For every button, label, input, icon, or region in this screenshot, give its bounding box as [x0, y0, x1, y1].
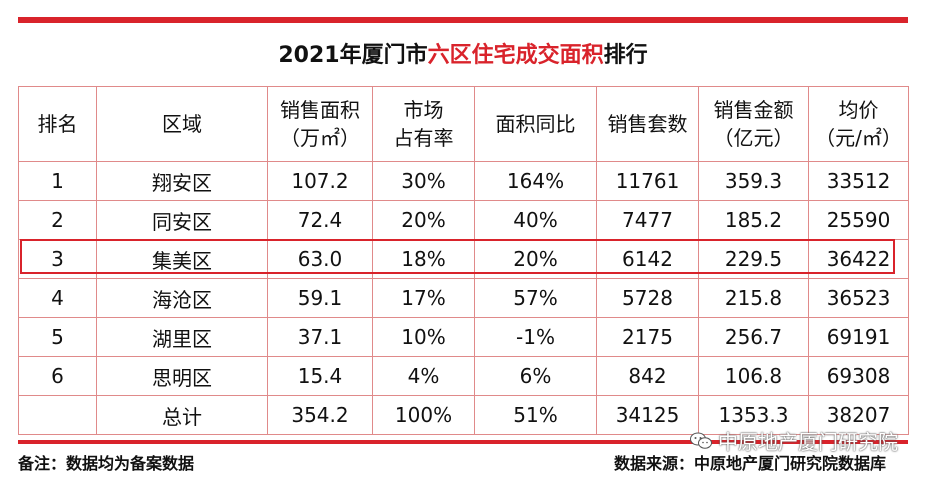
footer-source: 数据来源：中原地产厦门研究院数据库	[613, 454, 886, 473]
table-cell: 215.8	[698, 278, 809, 318]
table-cell: 3	[18, 239, 97, 279]
table-cell: 33512	[808, 161, 909, 201]
table-cell: 5	[18, 317, 97, 357]
table-cell: 37.1	[267, 317, 373, 357]
table-cell: 185.2	[698, 200, 809, 240]
table-cell: 2	[18, 200, 97, 240]
column-header-line: 均价	[838, 98, 879, 122]
column-header-line: 占有率	[393, 126, 454, 150]
wechat-watermark: 中原地产厦门研究院	[690, 426, 898, 455]
table-cell: -1%	[474, 317, 597, 357]
table-cell: 海沧区	[96, 278, 268, 318]
column-header-line: 面积同比	[495, 112, 576, 136]
title-highlight: 六区住宅成交面积	[427, 43, 604, 68]
table-cell: 总计	[96, 395, 268, 435]
table-cell: 4	[18, 278, 97, 318]
table-cell: 69191	[808, 317, 909, 357]
table-cell: 6142	[596, 239, 699, 279]
column-header-line: 销售套数	[607, 112, 688, 136]
table-cell: 11761	[596, 161, 699, 201]
table-cell: 69308	[808, 356, 909, 396]
table-cell: 57%	[474, 278, 597, 318]
table-cell: 51%	[474, 395, 597, 435]
table-cell: 同安区	[96, 200, 268, 240]
table-cell: 4%	[372, 356, 475, 396]
table-cell: 6%	[474, 356, 597, 396]
table-title: 2021年厦门市六区住宅成交面积排行	[18, 36, 908, 76]
table-cell: 思明区	[96, 356, 268, 396]
table-cell: 15.4	[267, 356, 373, 396]
table-cell: 30%	[372, 161, 475, 201]
table-cell: 106.8	[698, 356, 809, 396]
footer-note: 备注：数据均为备案数据	[18, 454, 195, 473]
table-cell: 1	[18, 161, 97, 201]
table-cell: 63.0	[267, 239, 373, 279]
top-red-bar	[18, 17, 908, 23]
table-cell: 18%	[372, 239, 475, 279]
total-row: 总计 354.2 100% 51% 34125 1353.3 38207	[18, 395, 909, 435]
table-cell: 25590	[808, 200, 909, 240]
table-cell: 10%	[372, 317, 475, 357]
table-row: 1 翔安区 107.2 30% 164% 11761 359.3 33512	[18, 161, 909, 201]
table-cell: 2175	[596, 317, 699, 357]
column-header: 销售套数	[596, 86, 699, 162]
title-prefix: 2021年厦门市	[278, 43, 428, 68]
table-row: 5 湖里区 37.1 10% -1% 2175 256.7 69191	[18, 317, 909, 357]
column-header-line: （元/㎡）	[815, 126, 902, 150]
ranking-table: 排名 区域 销售面积 （万㎡） 市场 占有率 面积同比 销售套数 销售金额 （亿元） 均价 （元/㎡）…	[18, 86, 909, 435]
table-cell: 7477	[596, 200, 699, 240]
table-row: 2 同安区 72.4 20% 40% 7477 185.2 25590	[18, 200, 909, 240]
table-cell: 5728	[596, 278, 699, 318]
bottom-red-bar	[18, 440, 908, 444]
table-cell: 40%	[474, 200, 597, 240]
column-header: 销售金额 （亿元）	[698, 86, 809, 162]
wechat-icon	[690, 432, 712, 449]
table-cell: 842	[596, 356, 699, 396]
table-cell: 36422	[808, 239, 909, 279]
table-cell	[18, 395, 97, 435]
table-cell: 17%	[372, 278, 475, 318]
header-row: 排名 区域 销售面积 （万㎡） 市场 占有率 面积同比 销售套数 销售金额 （亿元） 均价 （元/㎡）	[18, 86, 909, 162]
table-cell: 100%	[372, 395, 475, 435]
table-cell: 164%	[474, 161, 597, 201]
table-cell: 229.5	[698, 239, 809, 279]
column-header: 排名	[18, 86, 97, 162]
table-cell: 20%	[372, 200, 475, 240]
column-header: 市场 占有率	[372, 86, 475, 162]
table-cell: 6	[18, 356, 97, 396]
table-body: 1 翔安区 107.2 30% 164% 11761 359.3 33512 2 同安区 72.4 2…	[18, 161, 909, 435]
table-row: 4 海沧区 59.1 17% 57% 5728 215.8 36523	[18, 278, 909, 318]
table-cell: 1353.3	[698, 395, 809, 435]
table-row: 6 思明区 15.4 4% 6% 842 106.8 69308	[18, 356, 909, 396]
column-header-line: 区域	[162, 112, 202, 136]
column-header: 区域	[96, 86, 268, 162]
table-cell: 集美区	[96, 239, 268, 279]
column-header: 面积同比	[474, 86, 597, 162]
title-suffix: 排行	[603, 43, 648, 68]
table-cell: 107.2	[267, 161, 373, 201]
table-cell: 72.4	[267, 200, 373, 240]
column-header-line: 市场	[403, 98, 444, 122]
column-header: 销售面积 （万㎡）	[267, 86, 373, 162]
table-row: 3 集美区 63.0 18% 20% 6142 229.5 36422	[18, 239, 909, 279]
column-header-line: 排名	[37, 112, 78, 136]
table-cell: 354.2	[267, 395, 373, 435]
table-cell: 36523	[808, 278, 909, 318]
wechat-account-name: 中原地产厦门研究院	[718, 430, 898, 454]
column-header-line: （万㎡）	[280, 126, 360, 150]
column-header: 均价 （元/㎡）	[808, 86, 909, 162]
table-cell: 59.1	[267, 278, 373, 318]
table-cell: 湖里区	[96, 317, 268, 357]
table-cell: 38207	[808, 395, 909, 435]
table-cell: 翔安区	[96, 161, 268, 201]
column-header-line: （亿元）	[713, 126, 794, 150]
column-header-line: 销售金额	[713, 98, 794, 122]
table-cell: 256.7	[698, 317, 809, 357]
table-cell: 359.3	[698, 161, 809, 201]
table-cell: 34125	[596, 395, 699, 435]
table-cell: 20%	[474, 239, 597, 279]
column-header-line: 销售面积	[280, 98, 360, 122]
